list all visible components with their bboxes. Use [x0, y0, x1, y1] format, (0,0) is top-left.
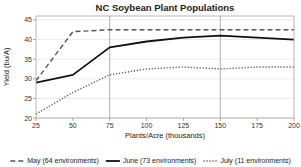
legend-item: July (11 environments)	[203, 157, 290, 165]
legend-label: June (73 environments)	[123, 157, 197, 165]
x-tick	[72, 118, 73, 121]
line	[36, 67, 294, 114]
legend-item: June (73 environments)	[106, 157, 197, 165]
legend: May (64 environments) June (73 environmen…	[10, 157, 290, 165]
x-tick	[36, 118, 37, 121]
grid-line	[36, 19, 294, 20]
grid-line	[36, 98, 294, 99]
reference-line	[220, 16, 221, 118]
y-tick	[33, 118, 36, 119]
y-tick-label: 20	[24, 115, 32, 122]
legend-swatch	[10, 160, 24, 161]
x-tick-label: 25	[32, 122, 40, 129]
x-axis-label: Plants/Acre (thousands)	[125, 131, 206, 140]
legend-label: July (11 environments)	[220, 157, 290, 165]
legend-swatch	[203, 160, 217, 161]
x-tick-label: 100	[141, 122, 153, 129]
x-tick-label: 200	[288, 122, 300, 129]
y-tick-label: 45	[24, 16, 32, 23]
reference-line	[109, 16, 110, 118]
line	[36, 36, 294, 83]
x-tick	[183, 118, 184, 121]
x-tick	[220, 118, 221, 121]
x-tick-label: 75	[106, 122, 114, 129]
y-axis-label: Yield (bu/A)	[2, 47, 11, 86]
x-tick	[109, 118, 110, 121]
x-tick-label: 175	[251, 122, 263, 129]
y-tick-label: 30	[24, 75, 32, 82]
y-tick-label: 35	[24, 56, 32, 63]
grid-line	[36, 59, 294, 60]
legend-item: May (64 environments)	[10, 157, 99, 165]
x-tick	[294, 118, 295, 121]
x-tick	[146, 118, 147, 121]
y-tick	[33, 19, 36, 20]
plot-area	[36, 16, 294, 118]
grid-line	[36, 78, 294, 79]
y-tick-label: 40	[24, 36, 32, 43]
y-tick-label: 25	[24, 95, 32, 102]
y-tick	[33, 59, 36, 60]
chart: NC Soybean Plant Populations202530354045…	[0, 0, 301, 167]
legend-swatch	[106, 160, 120, 162]
y-tick	[33, 78, 36, 79]
plot-frame	[36, 16, 294, 118]
title: NC Soybean Plant Populations	[96, 2, 235, 13]
x-tick-label: 50	[69, 122, 77, 129]
x-tick-label: 150	[214, 122, 226, 129]
x-tick	[257, 118, 258, 121]
y-tick	[33, 98, 36, 99]
legend-label: May (64 environments)	[27, 157, 99, 165]
y-tick	[33, 39, 36, 40]
x-tick-label: 125	[178, 122, 190, 129]
